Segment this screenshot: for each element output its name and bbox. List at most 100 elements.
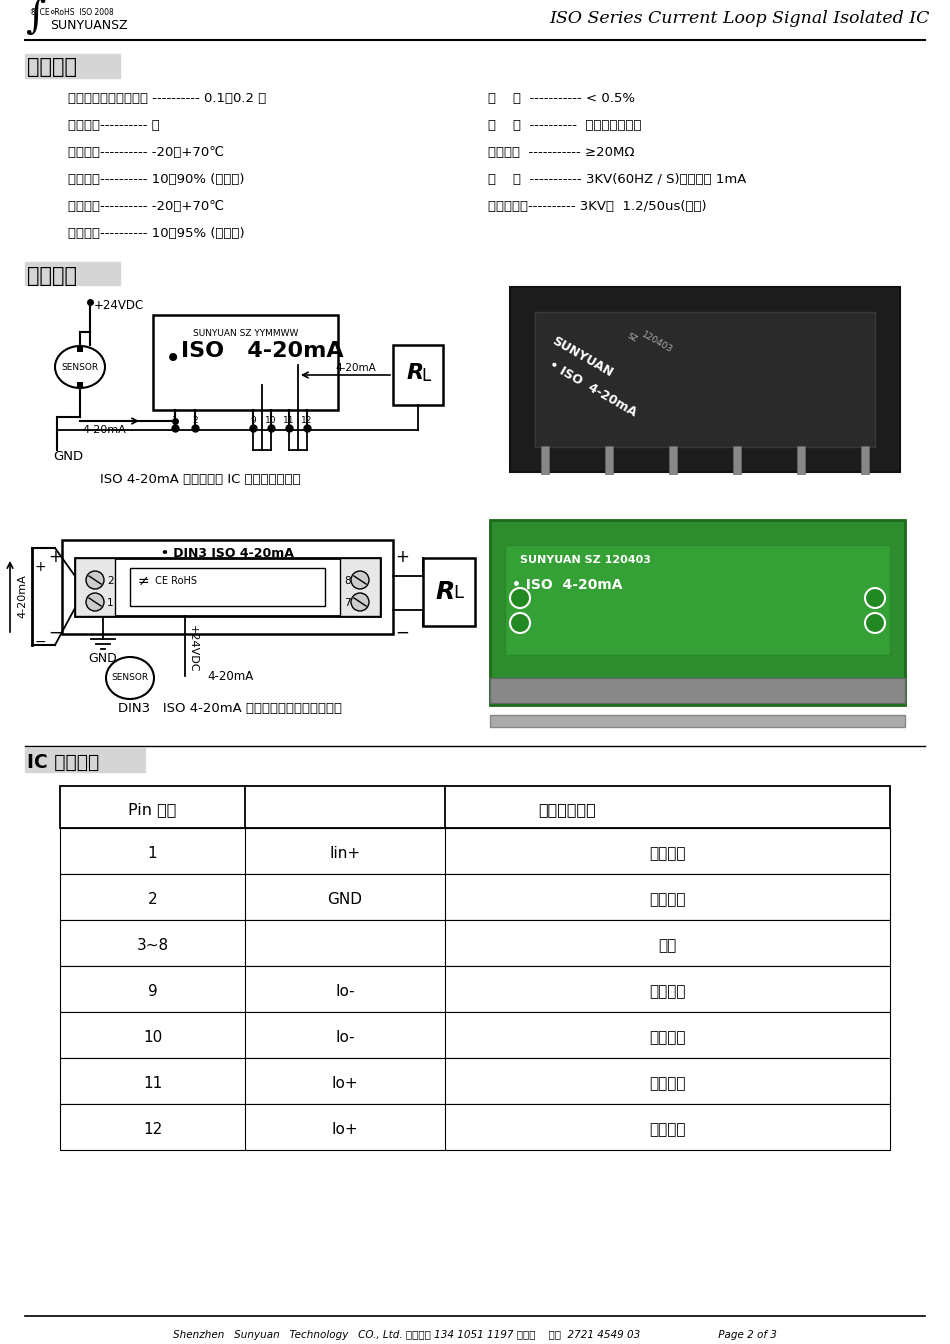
Bar [62,540,393,634]
Bar [60,1012,890,1058]
Circle shape [510,613,530,633]
Text: 绝缘电阻  ----------- ≥20MΩ: 绝缘电阻 ----------- ≥20MΩ [488,146,635,159]
Bar [797,446,805,474]
Text: SUNYUAN SZ 120403: SUNYUAN SZ 120403 [520,555,651,564]
Text: 存储湿度---------- 10～95% (无凝露): 存储湿度---------- 10～95% (无凝露) [68,227,245,241]
Text: 1: 1 [147,847,158,862]
Text: 引脚功能说明: 引脚功能说明 [539,802,597,817]
Text: 4-20mA: 4-20mA [207,669,253,683]
Bar [25,749,145,771]
Bar [60,1058,890,1103]
Text: L: L [421,367,430,384]
Bar [490,677,905,703]
Text: 信号输出: 信号输出 [649,985,686,1000]
Text: ≠: ≠ [138,574,150,589]
Text: ISO Series Current Loop Signal Isolated IC: ISO Series Current Loop Signal Isolated … [550,9,930,27]
Bar [423,558,475,626]
Text: sz: sz [625,331,638,344]
Bar [130,569,325,606]
Circle shape [865,613,885,633]
Circle shape [510,589,530,607]
Text: DIN3   ISO 4-20mA 信号隔离器典型应用接线图: DIN3 ISO 4-20mA 信号隔离器典型应用接线图 [118,702,342,715]
Text: R: R [407,363,424,383]
Bar [861,446,869,474]
Text: 耐    压  ----------- 3KV(60HZ / S)，漏电流 1mA: 耐 压 ----------- 3KV(60HZ / S)，漏电流 1mA [488,173,747,185]
Bar [75,558,380,616]
Text: L: L [453,585,463,602]
Bar [669,446,677,474]
Text: 工作湿度---------- 10～90% (无凝露): 工作湿度---------- 10～90% (无凝露) [68,173,244,185]
Text: 4-20mA: 4-20mA [17,575,27,618]
Text: 120403: 120403 [640,331,674,355]
Text: SUNYUANSZ: SUNYUANSZ [50,19,127,32]
Bar [733,446,741,474]
Bar [60,828,890,874]
Text: • ISO  4-20mA: • ISO 4-20mA [512,578,622,591]
Bar [340,558,380,616]
Text: GND: GND [88,652,118,665]
Text: • DIN3 ISO 4-20mA: • DIN3 ISO 4-20mA [162,547,294,560]
Text: +: + [48,548,62,566]
Text: 4-20mA: 4-20mA [82,425,125,435]
Text: SUNYUAN SZ YYMMWW: SUNYUAN SZ YYMMWW [193,329,298,337]
Bar [77,345,83,352]
Text: 12: 12 [301,417,313,425]
Text: 辅助电源---------- 无: 辅助电源---------- 无 [68,120,160,132]
Text: SENSOR: SENSOR [111,673,148,683]
Bar [535,312,875,448]
Text: 11: 11 [142,1077,162,1091]
Text: Shenzhen   Sunyuan   Technology   CO., Ltd. 销售电话 134 1051 1197 钟如来    扣扣  2721 4: Shenzhen Sunyuan Technology CO., Ltd. 销售… [173,1331,777,1340]
Text: 信号输出: 信号输出 [649,1077,686,1091]
Text: 空脚: 空脚 [658,938,676,953]
Text: CE RoHS: CE RoHS [152,577,197,586]
Text: 信号输出: 信号输出 [649,1122,686,1137]
Text: −: − [48,624,62,642]
Text: 回    差  ----------- < 0.5%: 回 差 ----------- < 0.5% [488,91,635,105]
Text: 存储温度---------- -20～+70℃: 存储温度---------- -20～+70℃ [68,200,224,212]
Text: ISO   4-20mA: ISO 4-20mA [181,341,344,362]
Text: 9: 9 [250,417,256,425]
Text: 2: 2 [192,417,198,425]
Text: 9: 9 [147,985,158,1000]
Text: 精度、线性度误差等级 ---------- 0.1，0.2 级: 精度、线性度误差等级 ---------- 0.1，0.2 级 [68,91,266,105]
Text: GND: GND [53,450,84,462]
Text: 3~8: 3~8 [137,938,168,953]
Text: Iin+: Iin+ [330,847,361,862]
Text: 信号输入: 信号输入 [649,847,686,862]
Text: 1: 1 [107,598,114,607]
Bar [605,446,613,474]
Text: °: ° [50,9,55,20]
Text: 8: 8 [344,577,351,586]
Text: +: + [35,560,47,574]
Bar [60,921,890,966]
Text: 10: 10 [265,417,276,425]
Text: 工作温度---------- -20～+70℃: 工作温度---------- -20～+70℃ [68,146,224,159]
Text: GND: GND [328,892,363,907]
Text: R: R [435,581,454,603]
Text: Io-: Io- [335,985,354,1000]
Bar [393,345,443,405]
Bar [153,314,338,410]
Text: −: − [35,634,47,649]
Bar [77,382,83,388]
Bar [490,520,905,706]
Text: −: − [395,624,408,642]
Bar [490,715,905,727]
Text: 2: 2 [107,577,114,586]
Bar [505,546,890,655]
Text: 典型应用: 典型应用 [27,266,77,286]
Text: Pin 引脚: Pin 引脚 [128,802,177,817]
Text: 7: 7 [344,598,351,607]
Text: 信号输出: 信号输出 [649,1031,686,1046]
Text: Io+: Io+ [332,1122,358,1137]
Bar [25,262,120,285]
Bar [510,288,900,472]
Text: 10: 10 [142,1031,162,1046]
Bar [25,54,120,78]
Text: 2: 2 [147,892,158,907]
Text: 4-20mA: 4-20mA [335,363,376,374]
Text: +: + [395,548,408,566]
Bar [541,446,549,474]
Text: +24VDC: +24VDC [94,298,144,312]
Text: 12: 12 [142,1122,162,1137]
